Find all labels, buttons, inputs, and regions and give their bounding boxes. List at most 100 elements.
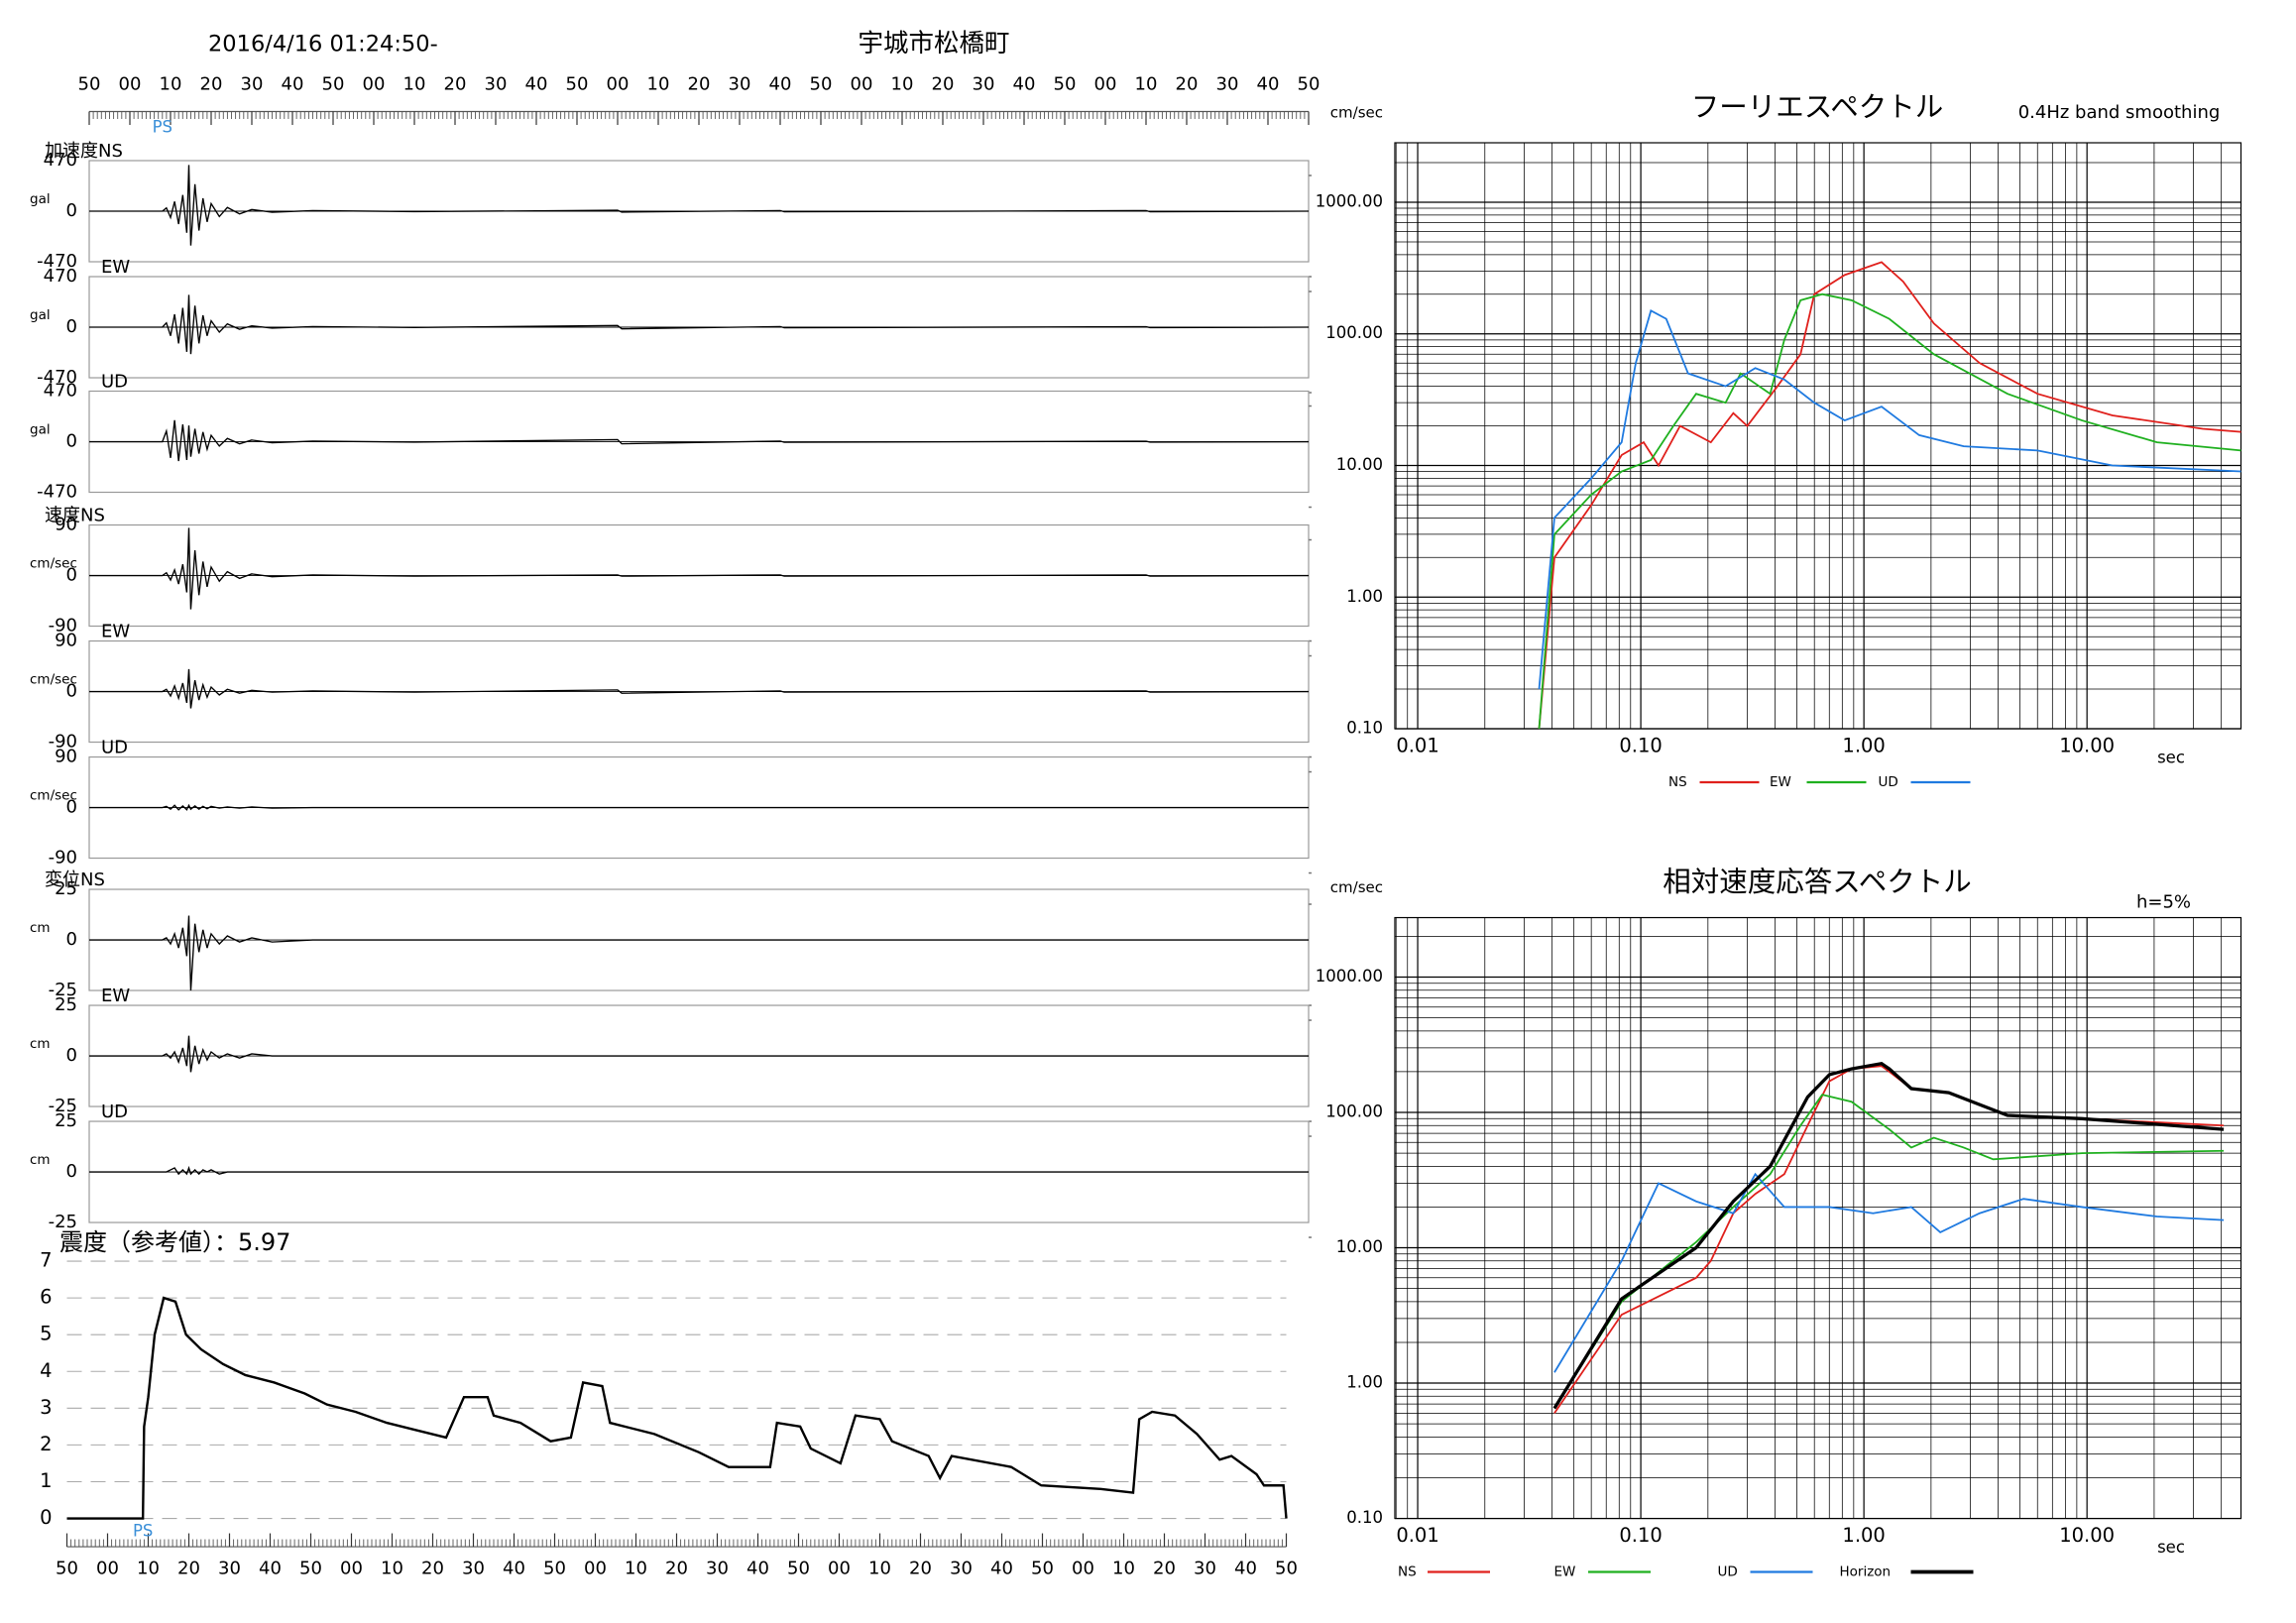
y-tick-label: 0 [66,929,77,950]
time-tick-label: 50 [810,74,833,95]
y-unit: cm/sec [1330,104,1383,122]
y-tick-label: 470 [44,381,77,402]
time-tick-label: 50 [543,1559,566,1579]
time-tick-label: 10 [1135,74,1158,95]
y-tick-label: -25 [49,1096,77,1116]
time-tick-label: 20 [444,74,467,95]
time-tick-label: 30 [1194,1559,1216,1579]
time-tick-label: 50 [787,1559,810,1579]
time-tick-label: 10 [1112,1559,1135,1579]
y-tick-label: 1000.00 [1316,967,1383,985]
y-tick-label: 25 [55,1110,77,1131]
annotation: h=5% [2136,892,2191,913]
panel-unit: cm/sec [30,556,77,572]
ps-marker: PS [153,118,172,137]
time-tick-label: 20 [665,1559,688,1579]
series-line [1538,261,2241,730]
time-tick-label: 50 [1275,1559,1298,1579]
x-tick-label: 0.01 [1396,1524,1438,1547]
y-tick-label: 90 [55,515,77,535]
time-tick-label: 10 [625,1559,647,1579]
series-line [1538,292,2241,730]
y-tick-label: 100.00 [1325,1102,1383,1121]
waveform-trace [89,527,1310,610]
y-tick-label: 1000.00 [1316,191,1383,210]
y-tick-label: 10.00 [1336,455,1383,474]
y-tick-label: 0 [66,797,77,818]
time-tick-label: 00 [828,1559,851,1579]
panel-label: EW [101,985,130,1006]
time-tick-label: 20 [1153,1559,1176,1579]
x-tick-label: 0.10 [1619,735,1662,757]
panel-unit: gal [30,307,51,323]
y-tick-label: 1 [40,1469,52,1492]
y-tick-label: 25 [55,994,77,1015]
time-tick-label: 00 [1072,1559,1094,1579]
y-tick-label: 0 [40,1506,52,1529]
y-tick-label: 0 [66,431,77,452]
panel-label: UD [101,738,128,758]
y-tick-label: 2 [40,1433,52,1455]
y-tick-label: 0 [66,681,77,702]
time-tick-label: 10 [891,74,914,95]
legend-label: EW [1554,1565,1576,1580]
y-tick-label: -90 [49,848,77,869]
series-line [1538,309,2241,690]
time-tick-label: 00 [584,1559,607,1579]
y-tick-label: -470 [37,367,77,388]
x-unit: sec [2157,749,2185,767]
y-tick-label: 470 [44,150,77,171]
y-tick-label: 90 [55,631,77,651]
time-tick-label: 10 [403,74,426,95]
time-tick-label: 30 [706,1559,729,1579]
panel-label: UD [101,1101,128,1122]
y-tick-label: 0 [66,1045,77,1066]
time-tick-label: 40 [1257,74,1280,95]
y-tick-label: -470 [37,482,77,503]
waveform-trace [89,668,1310,709]
ps-marker: PS [133,1522,153,1541]
time-tick-label: 10 [868,1559,891,1579]
time-tick-label: 50 [299,1559,322,1579]
x-tick-label: 1.00 [1842,1524,1885,1547]
time-tick-label: 20 [1176,74,1199,95]
time-tick-label: 50 [1031,1559,1054,1579]
time-tick-label: 30 [485,74,508,95]
y-tick-label: 0 [66,565,77,586]
time-tick-label: 30 [241,74,264,95]
y-tick-label: 90 [55,747,77,767]
legend-label: EW [1770,774,1791,790]
time-tick-label: 50 [78,74,101,95]
panel-label: EW [101,622,130,642]
legend-label: UD [1718,1565,1738,1580]
time-tick-label: 30 [729,74,751,95]
y-tick-label: -25 [49,980,77,1000]
panel-unit: cm [30,920,51,936]
y-tick-label: 0 [66,1161,77,1182]
time-tick-label: 50 [566,74,589,95]
time-tick-label: 00 [340,1559,363,1579]
time-tick-label: 20 [688,74,711,95]
time-tick-label: 00 [851,74,873,95]
y-tick-label: 25 [55,878,77,899]
x-unit: sec [2157,1538,2185,1557]
y-tick-label: 470 [44,266,77,287]
time-tick-label: 00 [96,1559,119,1579]
time-tick-label: 30 [950,1559,973,1579]
time-tick-label: 20 [421,1559,444,1579]
panel-unit: gal [30,191,51,207]
time-tick-label: 40 [746,1559,769,1579]
y-tick-label: 4 [40,1359,52,1382]
y-tick-label: 0 [66,200,77,221]
chart-title: 震度（参考値）：5.97 [59,1228,290,1256]
time-tick-label: 40 [282,74,304,95]
y-tick-label: 100.00 [1325,323,1383,342]
panel-label: 変位NS [45,869,105,890]
y-tick-label: 10.00 [1336,1237,1383,1256]
x-tick-label: 10.00 [2059,1524,2115,1547]
time-tick-label: 40 [525,74,548,95]
time-tick-label: 40 [1013,74,1036,95]
time-tick-label: 10 [381,1559,403,1579]
time-tick-label: 40 [769,74,792,95]
